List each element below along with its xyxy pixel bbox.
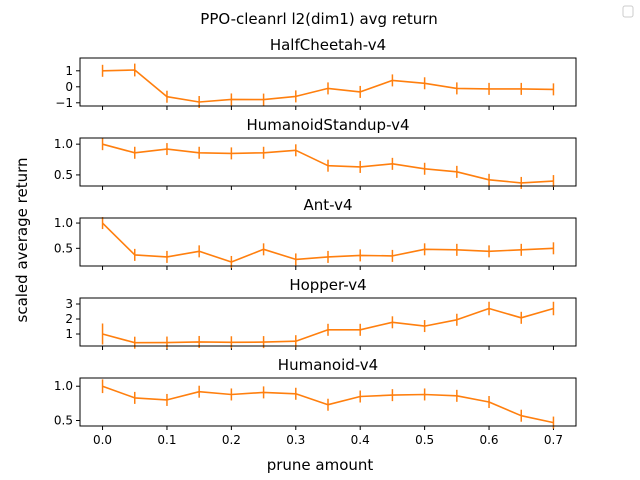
- subplot-container: HalfCheetah-v4 −1 0 1 HumanoidStandup-v4 0.5 1…: [54, 36, 577, 447]
- axes-frame: [79, 57, 577, 107]
- subplot-title: HalfCheetah-v4: [270, 36, 386, 54]
- y-tick-label: −1: [55, 96, 73, 110]
- y-tick-label: 0.5: [54, 414, 73, 428]
- y-tick-label: 1: [65, 327, 73, 341]
- y-tick-label: 1.0: [54, 137, 73, 151]
- subplot: Ant-v4 0.5 1.0: [54, 196, 577, 270]
- x-tick-label: 0.4: [351, 433, 370, 447]
- subplot-title: Humanoid-v4: [278, 356, 378, 374]
- axes-frame: [79, 297, 577, 347]
- y-tick-label: 1: [65, 64, 73, 78]
- y-tick-label: 2: [65, 312, 73, 326]
- x-tick-label: 0.6: [479, 433, 498, 447]
- subplot-title: HumanoidStandup-v4: [246, 116, 409, 134]
- subplot: Hopper-v4 123: [65, 276, 577, 350]
- figure-title: PPO-cleanrl l2(dim1) avg return: [200, 10, 437, 28]
- y-tick-label: 0.5: [54, 241, 73, 255]
- axes-frame: [79, 377, 577, 427]
- x-tick-label: 0.0: [93, 433, 112, 447]
- y-tick-label: 3: [65, 297, 73, 311]
- legend-box: [622, 5, 634, 18]
- y-tick-label: 0.5: [54, 168, 73, 182]
- x-tick-label: 0.7: [544, 433, 563, 447]
- x-tick-label: 0.1: [157, 433, 176, 447]
- subplot-title: Ant-v4: [303, 196, 352, 214]
- x-tick-label: 0.2: [222, 433, 241, 447]
- subplot: Humanoid-v4 0.5 1.0 0.0 0.1 0.2 0.3 0.4 0.5 0.6 0.…: [54, 356, 577, 447]
- subplot-title: Hopper-v4: [289, 276, 366, 294]
- y-tick-label: 1.0: [54, 216, 73, 230]
- axes-frame: [79, 217, 577, 267]
- x-axis-label: prune amount: [267, 456, 374, 474]
- subplot: HalfCheetah-v4 −1 0 1: [55, 36, 577, 110]
- subplot: HumanoidStandup-v4 0.5 1.0: [54, 116, 577, 190]
- axes-frame: [79, 137, 577, 187]
- x-tick-label: 0.3: [286, 433, 305, 447]
- y-tick-label: 0: [65, 80, 73, 94]
- y-tick-label: 1.0: [54, 379, 73, 393]
- y-axis-label: scaled average return: [13, 158, 31, 323]
- x-tick-label: 0.5: [415, 433, 434, 447]
